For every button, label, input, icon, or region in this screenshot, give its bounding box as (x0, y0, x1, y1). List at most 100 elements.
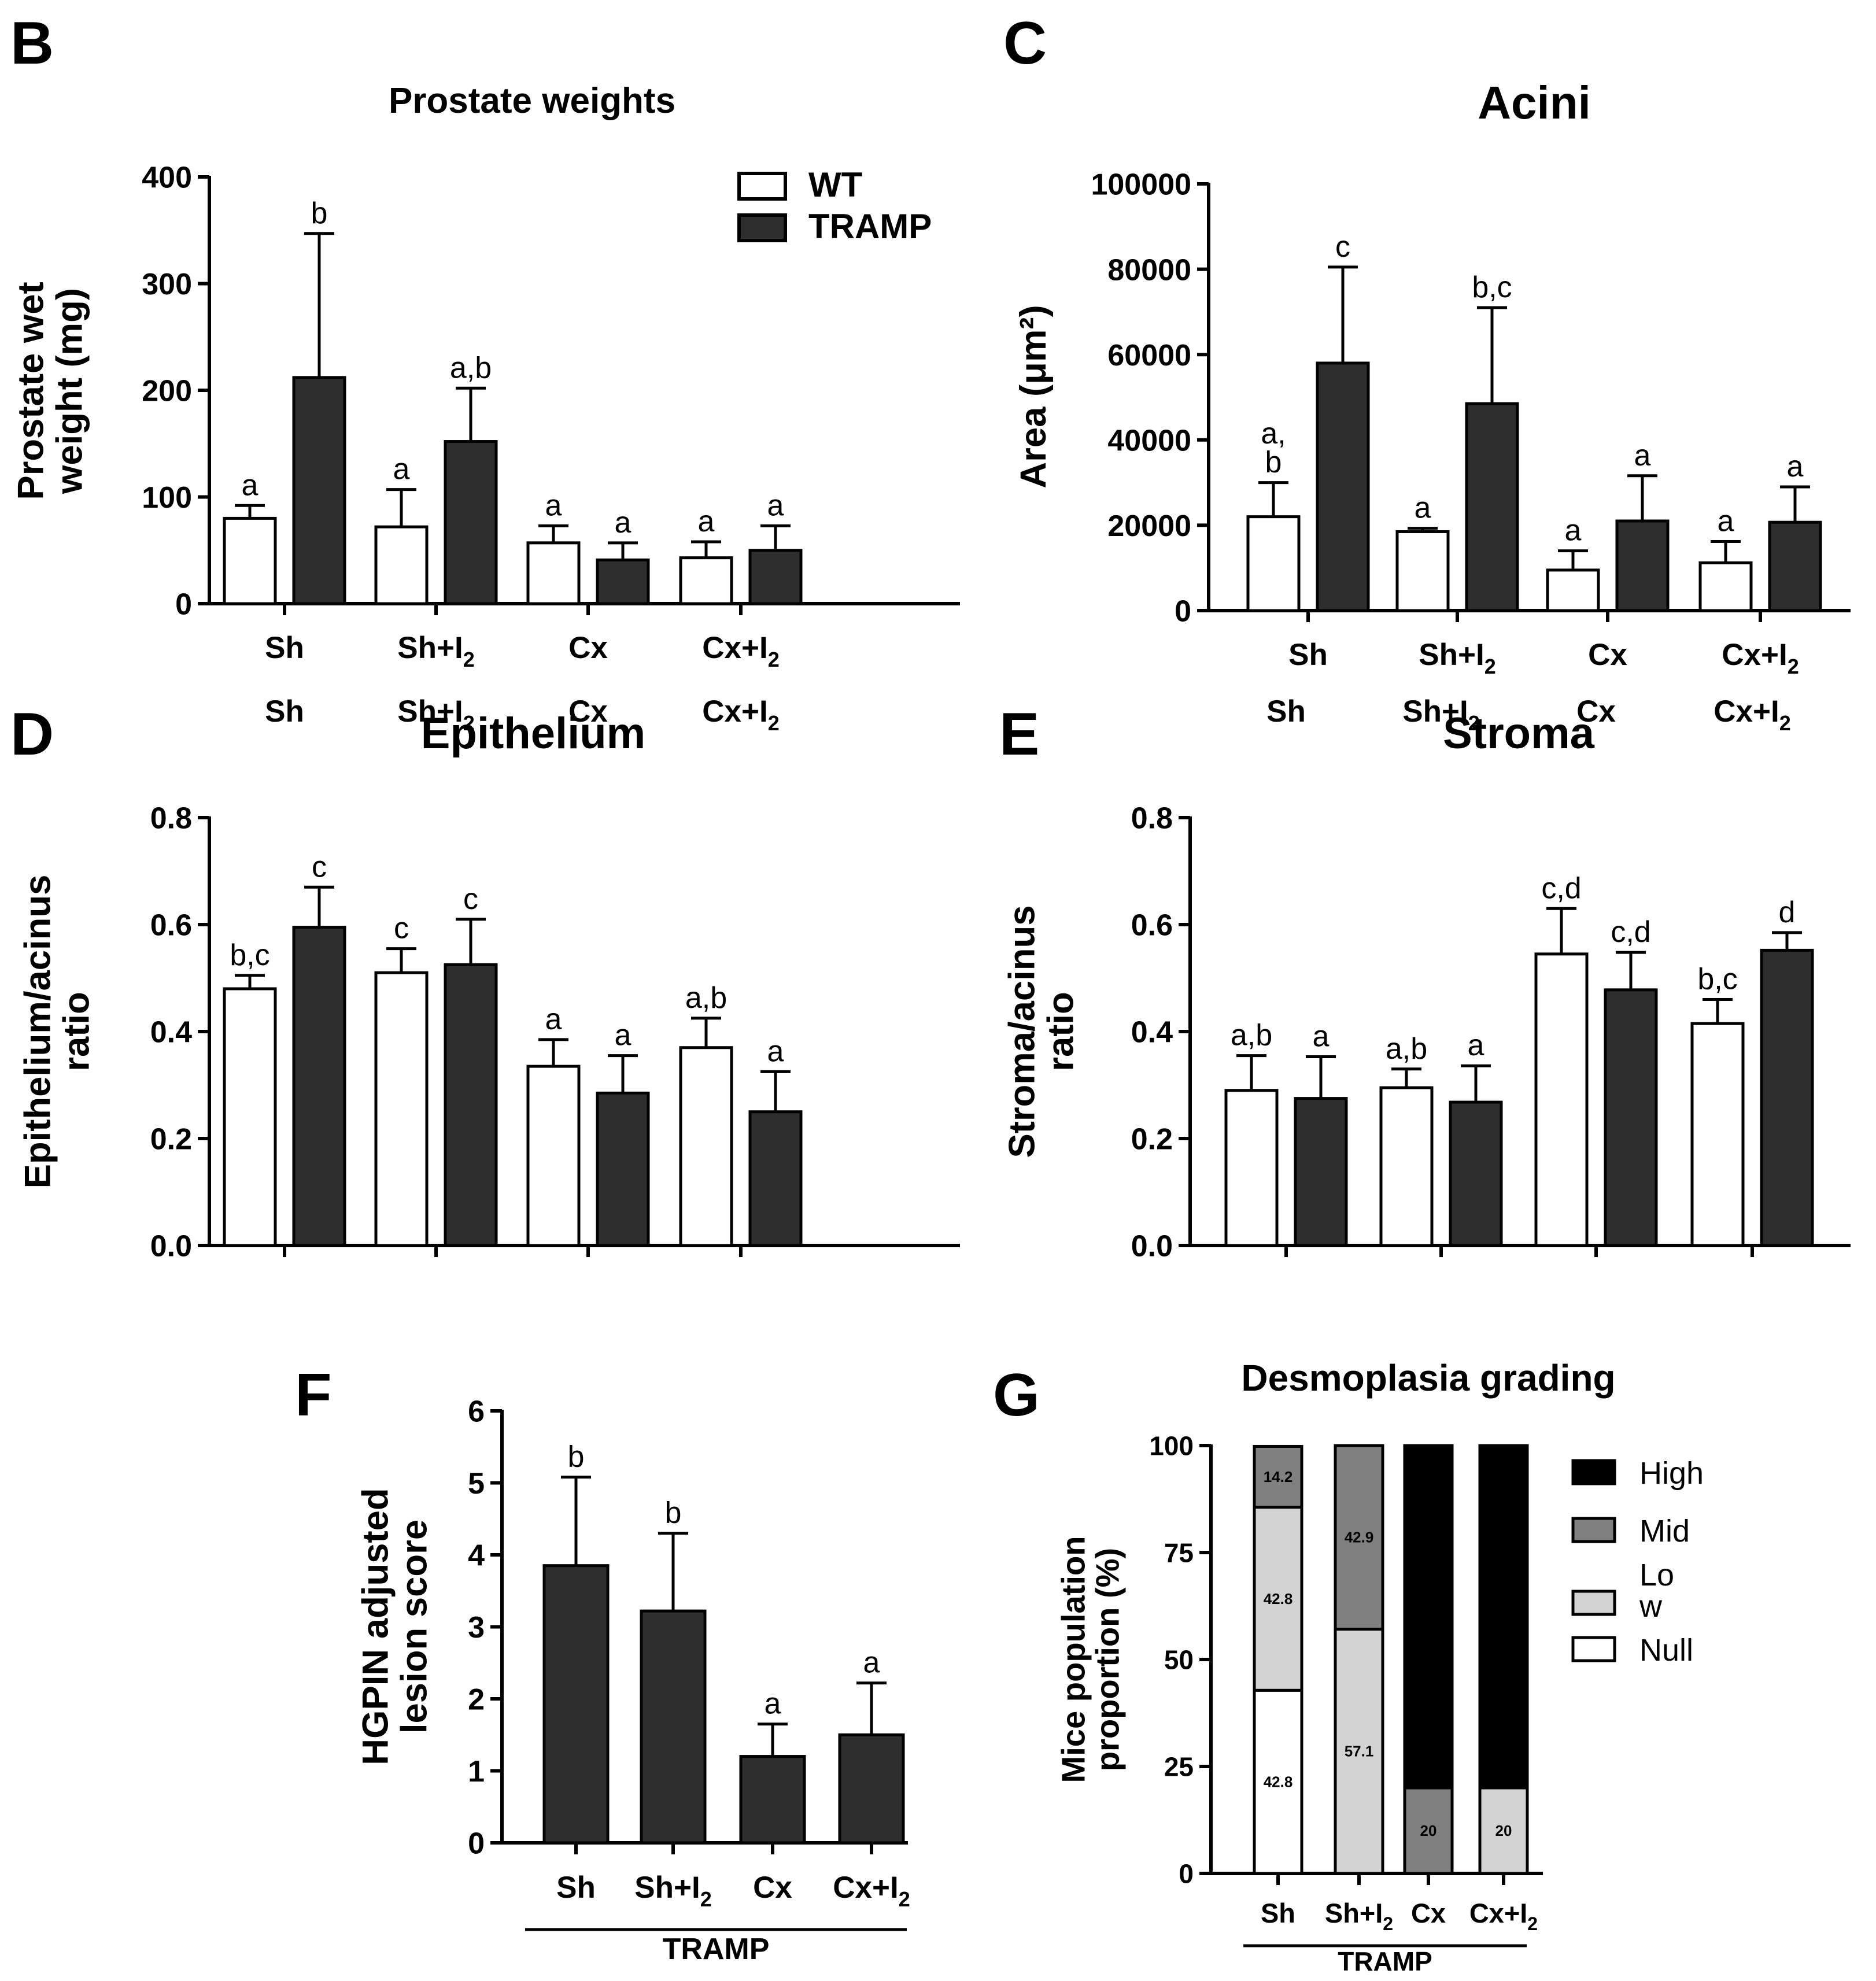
panel-c-bar-wt (1395, 530, 1450, 612)
panel-d-ytick-label: 0.2 (150, 1123, 192, 1156)
panel-g-letter: G (993, 1362, 1040, 1429)
panel-g-segment-label: 20 (1495, 1822, 1512, 1839)
panel-d-bar-wt (374, 971, 429, 1247)
panel-e-sig-letter: c,d (1611, 915, 1650, 949)
panel-b-bar-wt (374, 525, 429, 605)
panel-g-legend-swatch (1571, 1636, 1616, 1662)
panel-g-legend-swatch (1571, 1459, 1616, 1485)
panel-b-legend-label: WT (808, 165, 862, 204)
panel-e-ytick-label: 0.8 (1131, 802, 1173, 836)
panel-b-legend-swatch-wt (737, 172, 787, 201)
panel-g-segment-label: 20 (1420, 1822, 1437, 1839)
panel-c-category-label: Sh (1288, 638, 1328, 672)
panel-b-sig-letter: a (545, 489, 562, 522)
panel-f-ytick-label: 0 (468, 1827, 485, 1861)
panel-f-category-label: Cx (753, 1871, 792, 1905)
panel-c-sig-letter: a (1787, 450, 1804, 483)
panel-d-sig-letter: c (463, 882, 478, 916)
panel-b-category-label: Sh (265, 631, 304, 665)
panel-g-group-label: TRAMP (1338, 1946, 1432, 1976)
panel-b-sig-letter: a (615, 506, 632, 539)
panel-c-category-label: Cx+I2 (1722, 638, 1799, 678)
panel-f-sig-letter: a (863, 1646, 880, 1680)
panel-g-segment-label: 42.9 (1345, 1529, 1374, 1546)
panel-e-sig-letter: a,b (1386, 1032, 1427, 1066)
panel-e-ylabel: ratio (1040, 992, 1081, 1071)
panel-d-category-label: Cx+I2 (702, 694, 780, 735)
panel-c-bar-tramp (1615, 519, 1670, 612)
panel-e-ytick-label: 0.6 (1131, 909, 1173, 943)
panel-c-ytick-label: 80000 (1107, 253, 1191, 287)
panel-g-bar-low (1253, 1506, 1303, 1692)
panel-c-letter: C (1003, 10, 1047, 77)
panel-g-bar-mid (1253, 1444, 1303, 1509)
panel-c-title: Acini (1478, 77, 1591, 128)
panel-c-sig-letter: a (1718, 504, 1734, 538)
panel-b-bar-tramp (292, 376, 346, 605)
panel-e-category-label: Sh+I2 (1402, 694, 1480, 735)
panel-d-bar-tramp (292, 926, 346, 1247)
panel-b-sig-letter: a (698, 505, 715, 538)
panel-b-bar-wt (223, 516, 277, 605)
panel-c-ylabel: Area (μm²) (1013, 305, 1054, 488)
panel-g-title: Desmoplasia grading (1241, 1357, 1615, 1399)
panel-f-ytick-label: 1 (468, 1755, 485, 1788)
panel-g-legend-label: High (1639, 1456, 1704, 1491)
panel-g-bar-high (1478, 1444, 1529, 1790)
panel-g-segment-label: 42.8 (1264, 1590, 1293, 1607)
panel-c-bar-wt (1698, 561, 1753, 612)
panel-g-ytick-label: 75 (1164, 1538, 1194, 1568)
panel-g-ytick-label: 0 (1179, 1859, 1194, 1889)
panel-e-sig-letter: a (1313, 1019, 1330, 1053)
panel-b-bar-wt (679, 556, 733, 605)
panel-b-sig-letter: a (242, 468, 258, 502)
panel-d-category-label: Sh+I2 (397, 694, 475, 735)
panel-f-group-label: TRAMP (663, 1932, 770, 1966)
panel-f-bar-tramp (739, 1755, 806, 1845)
panel-c-ytick-label: 100000 (1091, 168, 1191, 202)
panel-b-sig-letter: b (311, 197, 328, 230)
panel-b-ytick-label: 0 (175, 588, 192, 622)
panel-b-ylabel: Prostate wet (11, 282, 51, 500)
panel-b-legend-swatch-tramp (737, 213, 787, 242)
panel-f-sig-letter: b (665, 1496, 682, 1530)
panel-e-ylabel: Stroma/acinus (1002, 905, 1043, 1158)
panel-d-ytick-label: 0.8 (150, 802, 192, 836)
panel-b-sig-letter: a (767, 489, 784, 522)
panel-c-bar-tramp (1768, 520, 1822, 612)
panel-d-sig-letter: a (767, 1034, 784, 1068)
panel-f-letter: F (295, 1362, 332, 1429)
panel-c-ytick-label: 40000 (1107, 424, 1191, 458)
panel-e-sig-letter: b,c (1697, 963, 1737, 996)
panel-e-category-label: Sh (1266, 694, 1306, 729)
panel-f-ylabel: lesion score (394, 1520, 434, 1734)
panel-f-bar-tramp (838, 1733, 905, 1845)
panel-b-ylabel: weight (mg) (49, 288, 90, 494)
panel-b-sig-letter: a (393, 453, 410, 486)
panel-f-sig-letter: b (568, 1440, 585, 1474)
panel-c-sig-letter: a (1415, 491, 1431, 525)
panel-g-ylabel: Mice population (1055, 1536, 1092, 1783)
panel-b-ytick-label: 400 (142, 161, 192, 195)
panel-c-category-label: Cx (1588, 638, 1627, 672)
panel-e-bar-tramp (1449, 1100, 1503, 1247)
panel-e-category-label: Cx+I2 (1713, 694, 1791, 735)
panel-f-ytick-label: 3 (468, 1611, 485, 1644)
panel-e-bar-wt (1690, 1022, 1745, 1247)
panel-g-legend-label: w (1639, 1589, 1663, 1624)
panel-g-legend-label: Lo (1639, 1558, 1674, 1592)
panel-f-sig-letter: a (765, 1687, 781, 1721)
panel-c-sig-letter: a (1565, 514, 1582, 548)
panel-d-ylabel: ratio (56, 992, 97, 1071)
panel-b-ytick-label: 200 (142, 375, 192, 408)
panel-c-bar-tramp (1465, 402, 1519, 612)
panel-f-bar-tramp (640, 1609, 707, 1845)
panel-f-category-label: Sh (556, 1871, 596, 1905)
panel-e-category-label: Cx (1576, 694, 1616, 729)
panel-c-sig-letter: c (1335, 230, 1350, 264)
panel-g-bar-high (1403, 1444, 1454, 1790)
panel-d-sig-letter: c (394, 912, 409, 945)
panel-e-letter: E (999, 701, 1039, 768)
panel-d-letter: D (10, 701, 54, 768)
